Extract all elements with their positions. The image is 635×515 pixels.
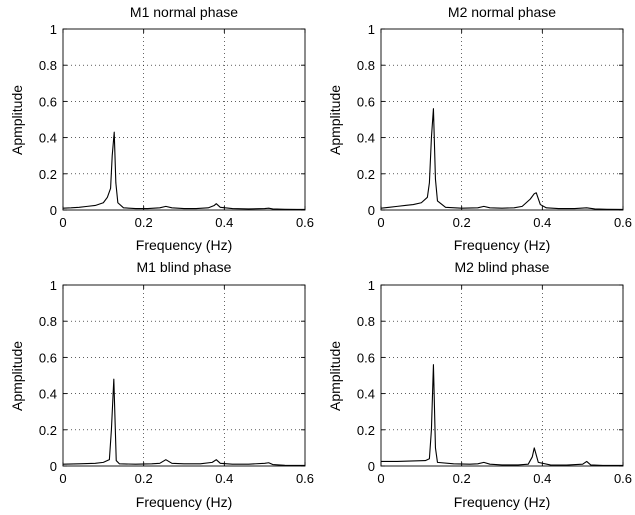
x-tick-label: 0.2: [453, 471, 471, 486]
plot-frame: [62, 28, 306, 211]
plot-frame: [380, 284, 624, 467]
y-tick-label: 1: [50, 22, 57, 37]
y-tick-label: 0.2: [39, 423, 57, 438]
panel-m1-normal: M1 normal phase Frequency (Hz) Apmplitud…: [9, 4, 314, 253]
x-tick-label: 0.6: [296, 215, 314, 230]
y-tick-label: 0.8: [357, 314, 375, 329]
y-tick-label: 1: [50, 278, 57, 293]
y-tick-label: 0: [50, 203, 57, 218]
x-tick-label: 0: [377, 215, 384, 230]
panel-m2-normal: M2 normal phase Frequency (Hz) Apmplitud…: [327, 4, 632, 253]
plot-frame: [62, 284, 306, 467]
x-tick-label: 0.4: [215, 215, 233, 230]
panel-title: M1 blind phase: [137, 259, 232, 275]
grid: [62, 28, 306, 211]
grid: [380, 284, 624, 467]
y-axis-label: Apmplitude: [9, 341, 25, 411]
amplitude-spectrum-line: [62, 378, 306, 467]
x-tick-label: 0: [59, 471, 66, 486]
x-tick-label: 0.6: [614, 471, 632, 486]
y-tick-label: 0.8: [39, 314, 57, 329]
x-axis-label: Frequency (Hz): [136, 494, 232, 510]
x-ticks: 0 0.2 0.4 0.6: [377, 471, 632, 486]
panel-m2-blind: M2 blind phase Frequency (Hz) Apmplitude…: [327, 259, 632, 510]
x-tick-label: 0.4: [215, 471, 233, 486]
y-tick-label: 0: [50, 459, 57, 474]
x-ticks: 0 0.2 0.4 0.6: [377, 215, 632, 230]
x-axis-label: Frequency (Hz): [454, 237, 550, 253]
panel-title: M1 normal phase: [130, 4, 238, 20]
panel-title: M2 blind phase: [455, 259, 550, 275]
x-tick-label: 0.2: [135, 215, 153, 230]
amplitude-spectrum-line: [380, 108, 624, 211]
y-ticks: 0 0.2 0.4 0.6 0.8 1: [357, 22, 375, 218]
x-ticks: 0 0.2 0.4 0.6: [59, 215, 314, 230]
y-tick-label: 0.4: [357, 131, 375, 146]
grid: [380, 28, 624, 211]
amplitude-spectrum-line: [381, 364, 623, 467]
panel-title: M2 normal phase: [448, 4, 556, 20]
y-ticks: 0 0.2 0.4 0.6 0.8 1: [357, 278, 375, 474]
y-tick-label: 0.6: [357, 94, 375, 109]
y-tick-label: 0.4: [357, 387, 375, 402]
x-tick-label: 0.4: [533, 471, 551, 486]
y-ticks: 0 0.2 0.4 0.6 0.8 1: [39, 22, 57, 218]
amplitude-spectrum-line: [62, 131, 305, 211]
y-tick-label: 1: [368, 22, 375, 37]
y-tick-label: 0.8: [357, 58, 375, 73]
x-tick-label: 0: [377, 471, 384, 486]
y-axis-label: Apmplitude: [327, 341, 343, 411]
x-tick-label: 0: [59, 215, 66, 230]
y-tick-label: 0: [368, 203, 375, 218]
grid: [62, 284, 306, 467]
x-axis-label: Frequency (Hz): [136, 237, 232, 253]
x-tick-label: 0.2: [135, 471, 153, 486]
plot-frame: [380, 28, 624, 211]
x-tick-label: 0.6: [296, 471, 314, 486]
y-tick-label: 0.8: [39, 58, 57, 73]
y-tick-label: 0: [368, 459, 375, 474]
y-tick-label: 0.2: [39, 167, 57, 182]
x-tick-label: 0.6: [614, 215, 632, 230]
x-tick-label: 0.4: [533, 215, 551, 230]
panel-m1-blind: M1 blind phase Frequency (Hz) Apmplitude…: [9, 259, 314, 510]
y-ticks: 0 0.2 0.4 0.6 0.8 1: [39, 278, 57, 474]
y-tick-label: 0.2: [357, 167, 375, 182]
y-tick-label: 0.6: [39, 350, 57, 365]
y-tick-label: 0.4: [39, 131, 57, 146]
y-tick-label: 0.2: [357, 423, 375, 438]
y-tick-label: 0.4: [39, 387, 57, 402]
x-tick-label: 0.2: [453, 215, 471, 230]
x-axis-label: Frequency (Hz): [454, 494, 550, 510]
y-tick-label: 0.6: [357, 350, 375, 365]
x-ticks: 0 0.2 0.4 0.6: [59, 471, 314, 486]
y-tick-label: 0.6: [39, 94, 57, 109]
y-axis-label: Apmplitude: [9, 85, 25, 155]
y-axis-label: Apmplitude: [327, 85, 343, 155]
y-tick-label: 1: [368, 278, 375, 293]
